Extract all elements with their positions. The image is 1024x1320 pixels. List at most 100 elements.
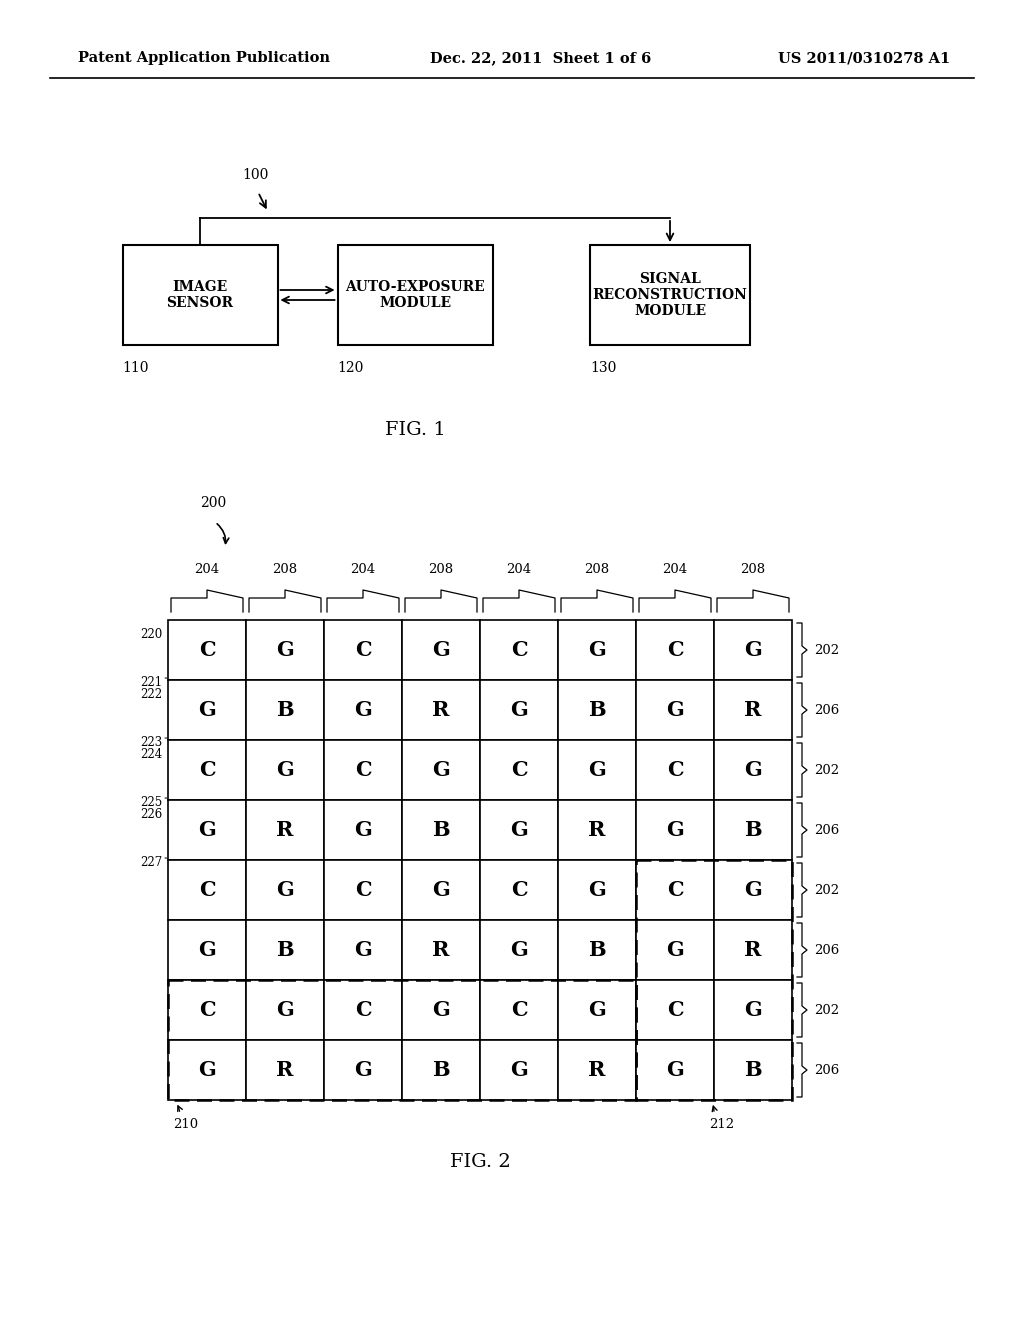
Bar (636, 920, 714, 979)
Bar (714, 741, 792, 800)
Text: B: B (432, 820, 450, 840)
Bar (636, 861, 792, 1100)
Bar (246, 861, 324, 920)
Bar (714, 620, 792, 680)
Text: G: G (588, 880, 606, 900)
Text: C: C (667, 760, 683, 780)
Bar (636, 680, 714, 741)
Bar (636, 741, 714, 800)
Text: FIG. 2: FIG. 2 (450, 1152, 510, 1171)
Text: B: B (744, 820, 762, 840)
Text: 225: 225 (139, 796, 162, 809)
Bar (636, 861, 714, 920)
Text: R: R (432, 700, 450, 719)
Text: C: C (667, 880, 683, 900)
Bar (324, 1040, 402, 1100)
Text: G: G (510, 940, 528, 960)
Text: 110: 110 (123, 360, 150, 375)
Text: IMAGE
SENSOR: IMAGE SENSOR (167, 280, 233, 310)
Bar (402, 800, 480, 861)
Bar (714, 920, 792, 979)
Bar (480, 620, 558, 680)
Text: C: C (199, 1001, 215, 1020)
Text: G: G (744, 760, 762, 780)
Text: B: B (744, 1060, 762, 1080)
Bar (480, 680, 558, 741)
Bar (168, 920, 246, 979)
Text: G: G (198, 1060, 216, 1080)
Text: G: G (667, 940, 684, 960)
Text: G: G (432, 1001, 450, 1020)
Text: C: C (354, 640, 372, 660)
Text: G: G (588, 640, 606, 660)
Text: G: G (432, 640, 450, 660)
Text: 208: 208 (585, 564, 609, 576)
Bar (558, 1040, 636, 1100)
Text: 206: 206 (814, 1064, 840, 1077)
Text: 120: 120 (338, 360, 364, 375)
Text: G: G (510, 700, 528, 719)
Text: G: G (276, 640, 294, 660)
Text: R: R (276, 820, 294, 840)
Text: G: G (432, 880, 450, 900)
Text: G: G (510, 820, 528, 840)
Text: G: G (588, 1001, 606, 1020)
Text: 222: 222 (140, 688, 162, 701)
Text: US 2011/0310278 A1: US 2011/0310278 A1 (778, 51, 950, 65)
Text: 204: 204 (663, 564, 687, 576)
Bar (168, 861, 246, 920)
Bar (558, 620, 636, 680)
Text: 204: 204 (507, 564, 531, 576)
Bar (558, 680, 636, 741)
Bar (402, 1040, 480, 1100)
Text: G: G (667, 1060, 684, 1080)
Bar (324, 861, 402, 920)
Text: 206: 206 (814, 944, 840, 957)
Text: B: B (588, 700, 606, 719)
Text: G: G (667, 700, 684, 719)
Bar (246, 920, 324, 979)
Bar (246, 979, 324, 1040)
Text: G: G (354, 820, 372, 840)
Text: R: R (276, 1060, 294, 1080)
Bar (246, 741, 324, 800)
Text: 227: 227 (139, 855, 162, 869)
Text: R: R (432, 940, 450, 960)
Text: Patent Application Publication: Patent Application Publication (78, 51, 330, 65)
Text: R: R (589, 1060, 605, 1080)
Text: 204: 204 (350, 564, 376, 576)
Bar (558, 741, 636, 800)
Text: C: C (667, 1001, 683, 1020)
Text: 221: 221 (140, 676, 162, 689)
Bar (590, 246, 750, 345)
Text: 202: 202 (814, 644, 839, 656)
Bar (402, 979, 480, 1040)
Text: G: G (744, 880, 762, 900)
Text: 202: 202 (814, 1003, 839, 1016)
Text: B: B (432, 1060, 450, 1080)
Bar (402, 861, 480, 920)
Text: 202: 202 (814, 883, 839, 896)
Text: G: G (588, 760, 606, 780)
Text: G: G (276, 760, 294, 780)
Bar (324, 741, 402, 800)
Bar (714, 1040, 792, 1100)
Bar (480, 861, 558, 920)
Text: G: G (198, 820, 216, 840)
Bar (246, 680, 324, 741)
Bar (246, 1040, 324, 1100)
Bar (480, 1040, 558, 1100)
Text: 220: 220 (139, 628, 162, 642)
Text: G: G (744, 640, 762, 660)
Bar (636, 620, 714, 680)
Text: G: G (354, 700, 372, 719)
Bar (714, 680, 792, 741)
Text: 100: 100 (242, 168, 268, 182)
Bar (324, 680, 402, 741)
Text: 208: 208 (272, 564, 298, 576)
Bar (714, 800, 792, 861)
Bar (168, 680, 246, 741)
Text: 130: 130 (590, 360, 616, 375)
Bar (338, 246, 493, 345)
Text: 202: 202 (814, 763, 839, 776)
